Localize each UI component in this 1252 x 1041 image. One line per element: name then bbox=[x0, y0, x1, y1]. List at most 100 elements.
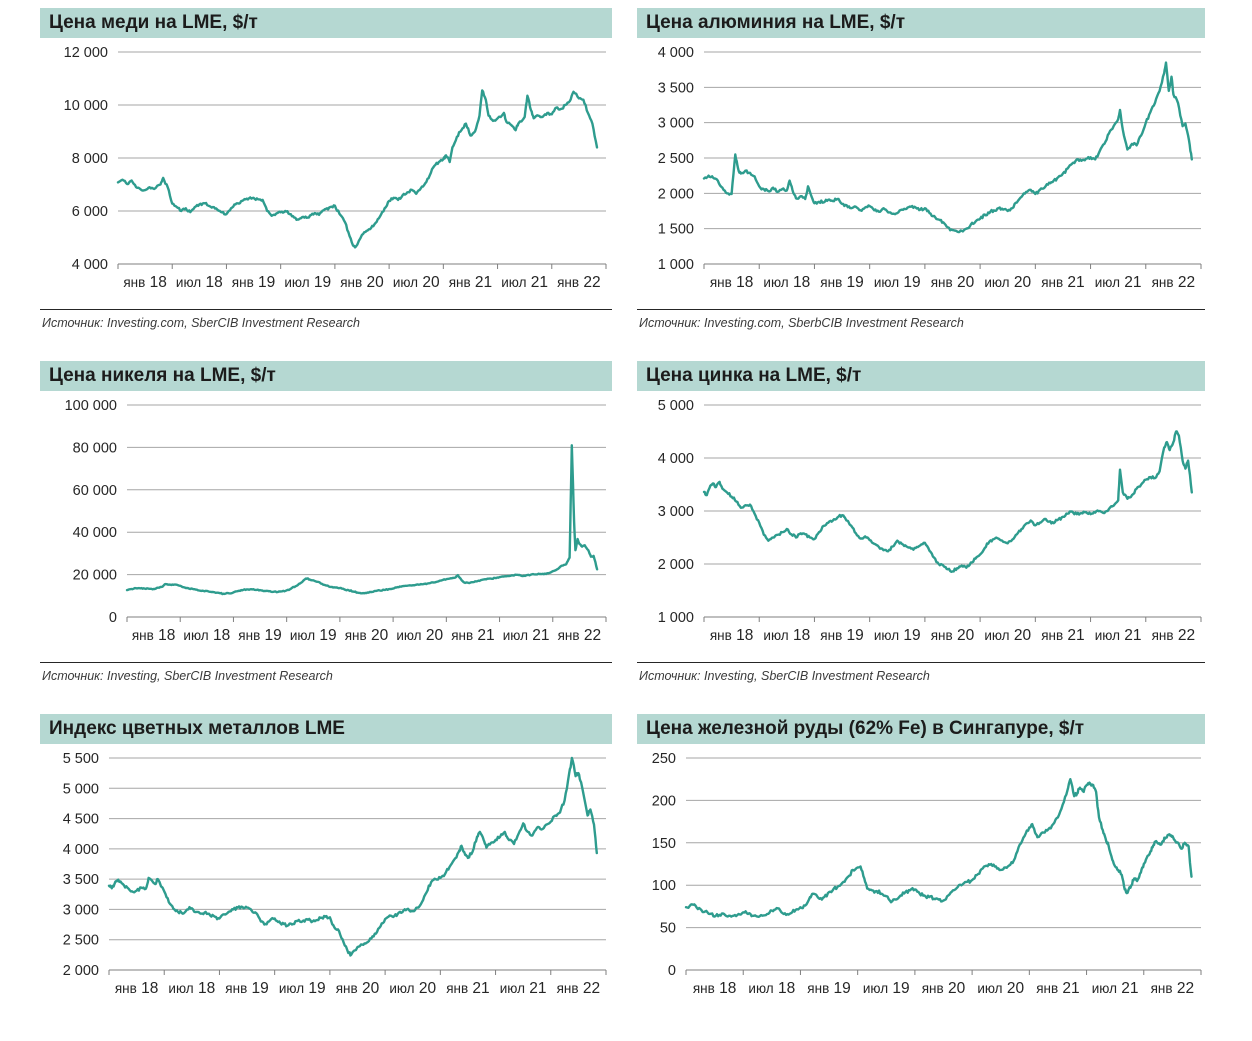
svg-text:июл 20: июл 20 bbox=[393, 274, 440, 291]
svg-text:янв 19: янв 19 bbox=[232, 274, 275, 291]
y-tick-labels: 5 000 4 000 3 000 2 000 1 000 bbox=[658, 398, 694, 626]
y-gridlines bbox=[118, 51, 606, 265]
x-tick-marks bbox=[703, 617, 1202, 622]
svg-text:янв 21: янв 21 bbox=[1041, 627, 1085, 644]
svg-text:июл 18: июл 18 bbox=[763, 274, 810, 291]
svg-text:янв 22: янв 22 bbox=[557, 980, 601, 997]
svg-text:янв 18: янв 18 bbox=[123, 274, 167, 291]
svg-text:июл 20: июл 20 bbox=[984, 274, 1031, 291]
svg-text:1 500: 1 500 bbox=[658, 222, 694, 238]
y-gridlines bbox=[704, 51, 1201, 265]
chart-title-zinc: Цена цинка на LME, $/т bbox=[637, 361, 1205, 391]
svg-text:12 000: 12 000 bbox=[64, 45, 108, 61]
svg-text:июл 20: июл 20 bbox=[389, 980, 436, 997]
svg-text:0: 0 bbox=[109, 610, 117, 626]
nickel-price-chart-card: Цена никеля на LME, $/т 100 000 80 000 60 … bbox=[40, 361, 612, 687]
svg-text:8 000: 8 000 bbox=[72, 151, 108, 167]
svg-text:янв 20: янв 20 bbox=[931, 274, 975, 291]
svg-text:0: 0 bbox=[668, 963, 676, 979]
svg-text:100: 100 bbox=[652, 878, 676, 894]
svg-text:янв 21: янв 21 bbox=[446, 980, 490, 997]
svg-text:2 000: 2 000 bbox=[658, 557, 694, 573]
chart-title-copper: Цена меди на LME, $/т bbox=[40, 8, 612, 38]
svg-text:янв 18: янв 18 bbox=[710, 627, 754, 644]
svg-text:янв 19: янв 19 bbox=[225, 980, 268, 997]
x-tick-marks bbox=[703, 264, 1202, 269]
svg-text:2 000: 2 000 bbox=[658, 186, 694, 202]
svg-text:янв 18: янв 18 bbox=[693, 980, 737, 997]
y-tick-labels: 250 200 150 100 50 0 bbox=[652, 751, 676, 979]
lme-index-chart-card: Индекс цветных металлов LME 5 500 5 000 4 … bbox=[40, 714, 612, 1014]
svg-text:5 000: 5 000 bbox=[63, 781, 99, 797]
svg-text:янв 20: янв 20 bbox=[345, 627, 389, 644]
y-gridlines bbox=[127, 404, 606, 618]
y-tick-labels: 100 000 80 000 60 000 40 000 20 000 0 bbox=[65, 398, 117, 626]
x-tick-labels: янв 18 июл 18 янв 19 июл 19 янв 20 июл 20 янв … bbox=[123, 274, 600, 291]
y-gridlines bbox=[704, 404, 1201, 618]
price-line bbox=[702, 430, 1193, 573]
x-tick-marks bbox=[117, 264, 607, 269]
x-tick-labels: янв 18 июл 18 янв 19 июл 19 янв 20 июл 20 янв … bbox=[132, 627, 601, 644]
svg-text:янв 18: янв 18 bbox=[115, 980, 159, 997]
svg-text:янв 20: янв 20 bbox=[336, 980, 380, 997]
svg-text:250: 250 bbox=[652, 751, 676, 767]
aluminum-line-chart: 4 000 3 500 3 000 2 500 2 000 1 500 1 000 янв 1… bbox=[658, 45, 1202, 291]
copper-price-chart-card: Цена меди на LME, $/т 12 000 10 000 8 000 6… bbox=[40, 8, 612, 334]
svg-text:4 000: 4 000 bbox=[658, 451, 694, 467]
source-note-copper: Источник: Investing.com, SberCIB Investm… bbox=[40, 309, 612, 334]
source-note-nickel: Источник: Investing, SberCIB Investment … bbox=[40, 662, 612, 687]
svg-text:янв 18: янв 18 bbox=[132, 627, 176, 644]
iron-ore-price-chart-card: Цена железной руды (62% Fe) в Сингапуре,… bbox=[637, 714, 1205, 1014]
svg-text:июл 21: июл 21 bbox=[1095, 627, 1142, 644]
chart-title-nickel: Цена никеля на LME, $/т bbox=[40, 361, 612, 391]
svg-text:июл 19: июл 19 bbox=[874, 274, 921, 291]
svg-text:3 500: 3 500 bbox=[658, 80, 694, 96]
svg-text:июл 21: июл 21 bbox=[1095, 274, 1142, 291]
svg-text:июл 18: июл 18 bbox=[168, 980, 215, 997]
svg-text:июл 19: июл 19 bbox=[290, 627, 337, 644]
nickel-line-chart: 100 000 80 000 60 000 40 000 20 000 0 янв 18 ию… bbox=[65, 398, 607, 644]
lme-index-line-chart: 5 500 5 000 4 500 4 000 3 500 3 000 2 500 2 000… bbox=[63, 751, 607, 997]
svg-text:июл 20: июл 20 bbox=[984, 627, 1031, 644]
svg-text:янв 22: янв 22 bbox=[1151, 980, 1195, 997]
x-tick-labels: янв 18 июл 18 янв 19 июл 19 янв 20 июл 20 янв … bbox=[693, 980, 1194, 997]
x-tick-marks bbox=[108, 970, 607, 975]
svg-text:2 000: 2 000 bbox=[63, 963, 99, 979]
svg-text:июл 21: июл 21 bbox=[503, 627, 550, 644]
svg-text:1 000: 1 000 bbox=[658, 610, 694, 626]
svg-text:июл 18: июл 18 bbox=[176, 274, 223, 291]
svg-text:янв 21: янв 21 bbox=[1041, 274, 1085, 291]
svg-text:2 500: 2 500 bbox=[658, 151, 694, 167]
source-note-aluminum: Источник: Investing.com, SberbCIB Invest… bbox=[637, 309, 1205, 334]
svg-text:июл 20: июл 20 bbox=[396, 627, 443, 644]
svg-text:июл 21: июл 21 bbox=[500, 980, 547, 997]
svg-text:150: 150 bbox=[652, 836, 676, 852]
svg-text:10 000: 10 000 bbox=[64, 98, 108, 114]
svg-text:20 000: 20 000 bbox=[73, 568, 117, 584]
svg-text:июл 20: июл 20 bbox=[977, 980, 1024, 997]
y-tick-labels: 4 000 3 500 3 000 2 500 2 000 1 500 1 000 bbox=[658, 45, 694, 273]
svg-text:июл 19: июл 19 bbox=[863, 980, 910, 997]
svg-text:1 000: 1 000 bbox=[658, 257, 694, 273]
price-line bbox=[116, 89, 599, 249]
svg-text:янв 20: янв 20 bbox=[340, 274, 384, 291]
price-line bbox=[125, 444, 599, 596]
x-tick-marks bbox=[685, 970, 1202, 975]
svg-text:янв 22: янв 22 bbox=[1152, 627, 1196, 644]
svg-text:6 000: 6 000 bbox=[72, 204, 108, 220]
chart-title-lme-index: Индекс цветных металлов LME bbox=[40, 714, 612, 744]
svg-text:янв 20: янв 20 bbox=[931, 627, 975, 644]
svg-text:июл 21: июл 21 bbox=[1092, 980, 1139, 997]
x-tick-labels: янв 18 июл 18 янв 19 июл 19 янв 20 июл 20 янв … bbox=[115, 980, 600, 997]
price-line bbox=[684, 778, 1193, 918]
y-gridlines bbox=[109, 757, 606, 971]
svg-text:янв 20: янв 20 bbox=[922, 980, 966, 997]
x-tick-labels: янв 18 июл 18 янв 19 июл 19 янв 20 июл 20 янв … bbox=[710, 627, 1195, 644]
svg-text:3 500: 3 500 bbox=[63, 872, 99, 888]
svg-text:янв 22: янв 22 bbox=[557, 274, 601, 291]
y-tick-labels: 12 000 10 000 8 000 6 000 4 000 bbox=[64, 45, 108, 273]
svg-text:3 000: 3 000 bbox=[658, 504, 694, 520]
x-tick-marks bbox=[126, 617, 607, 622]
